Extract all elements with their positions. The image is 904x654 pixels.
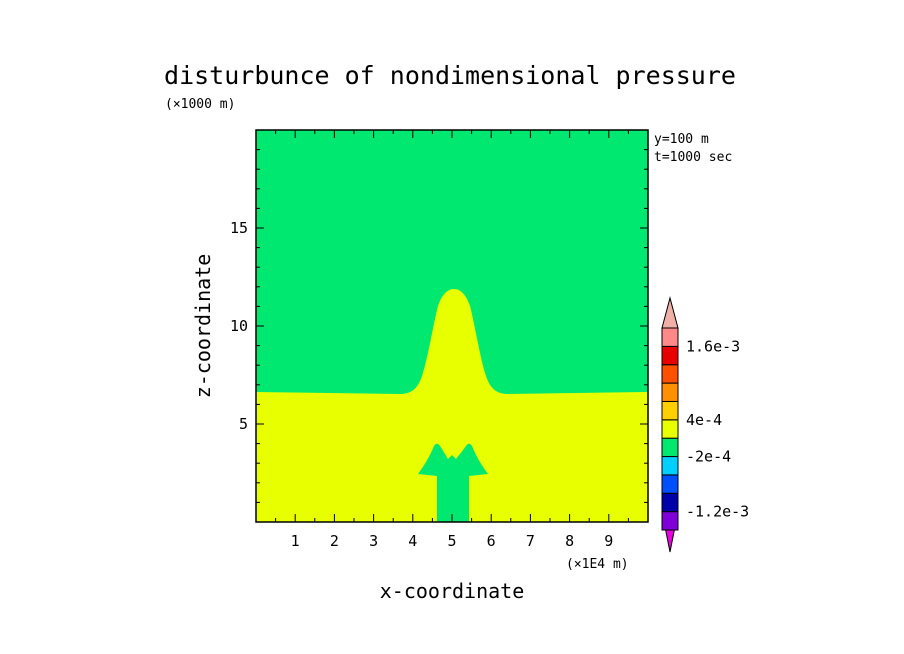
y-tick-label: 5 (239, 415, 248, 433)
colorbar-level (661, 345, 679, 366)
colorbar: 1.6e-3 4e-4 -2e-4 -1.2e-3 (661, 296, 749, 553)
colorbar-level (661, 364, 679, 384)
colorbar-tick-label: 1.6e-3 (686, 337, 740, 355)
y-axis: 5 10 15 (230, 129, 648, 523)
x-axis: 1 2 3 4 5 6 7 8 9 (255, 130, 649, 550)
y-axis-title: z-coordinate (191, 254, 215, 399)
colorbar-level (661, 382, 679, 402)
colorbar-level (661, 437, 679, 458)
chart-title: disturbunce of nondimensional pressure (164, 61, 736, 90)
annotation-time: t=1000 sec (654, 150, 732, 165)
colorbar-tick-label: -2e-4 (686, 448, 731, 466)
x-tick-label: 3 (369, 532, 378, 550)
annotation-y-position: y=100 m (654, 132, 709, 147)
x-tick-label: 7 (526, 532, 535, 550)
colorbar-level (661, 400, 679, 421)
x-tick-label: 5 (447, 532, 456, 550)
colorbar-tick-label: -1.2e-3 (686, 503, 749, 521)
x-tick-label: 2 (330, 532, 339, 550)
colorbar-level (661, 492, 679, 513)
colorbar-level (661, 327, 679, 347)
x-unit-label: (×1E4 m) (566, 557, 629, 572)
x-axis-title: x-coordinate (380, 579, 525, 603)
colorbar-top-arrow (661, 296, 679, 329)
colorbar-tick-label: 4e-4 (686, 411, 722, 429)
plot-area (255, 129, 649, 523)
y-tick-label: 15 (230, 219, 248, 237)
colorbar-level (661, 474, 679, 494)
colorbar-level (661, 511, 679, 531)
y-unit-label: (×1000 m) (165, 97, 235, 112)
region-surface-feature (418, 443, 488, 522)
x-tick-label: 9 (604, 532, 613, 550)
x-tick-label: 6 (487, 532, 496, 550)
colorbar-level (661, 419, 679, 439)
colorbar-level (661, 456, 679, 476)
x-tick-label: 4 (408, 532, 417, 550)
x-tick-label: 8 (565, 532, 574, 550)
x-tick-label: 1 (291, 532, 300, 550)
region-lower-field-and-plume (256, 289, 648, 522)
y-tick-label: 10 (230, 317, 248, 335)
